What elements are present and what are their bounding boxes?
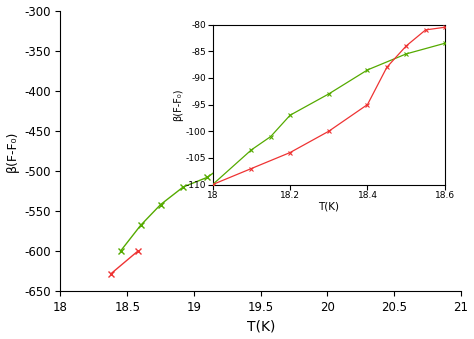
X-axis label: T(K): T(K) [246, 319, 275, 334]
Y-axis label: β(F-F₀): β(F-F₀) [6, 130, 18, 172]
